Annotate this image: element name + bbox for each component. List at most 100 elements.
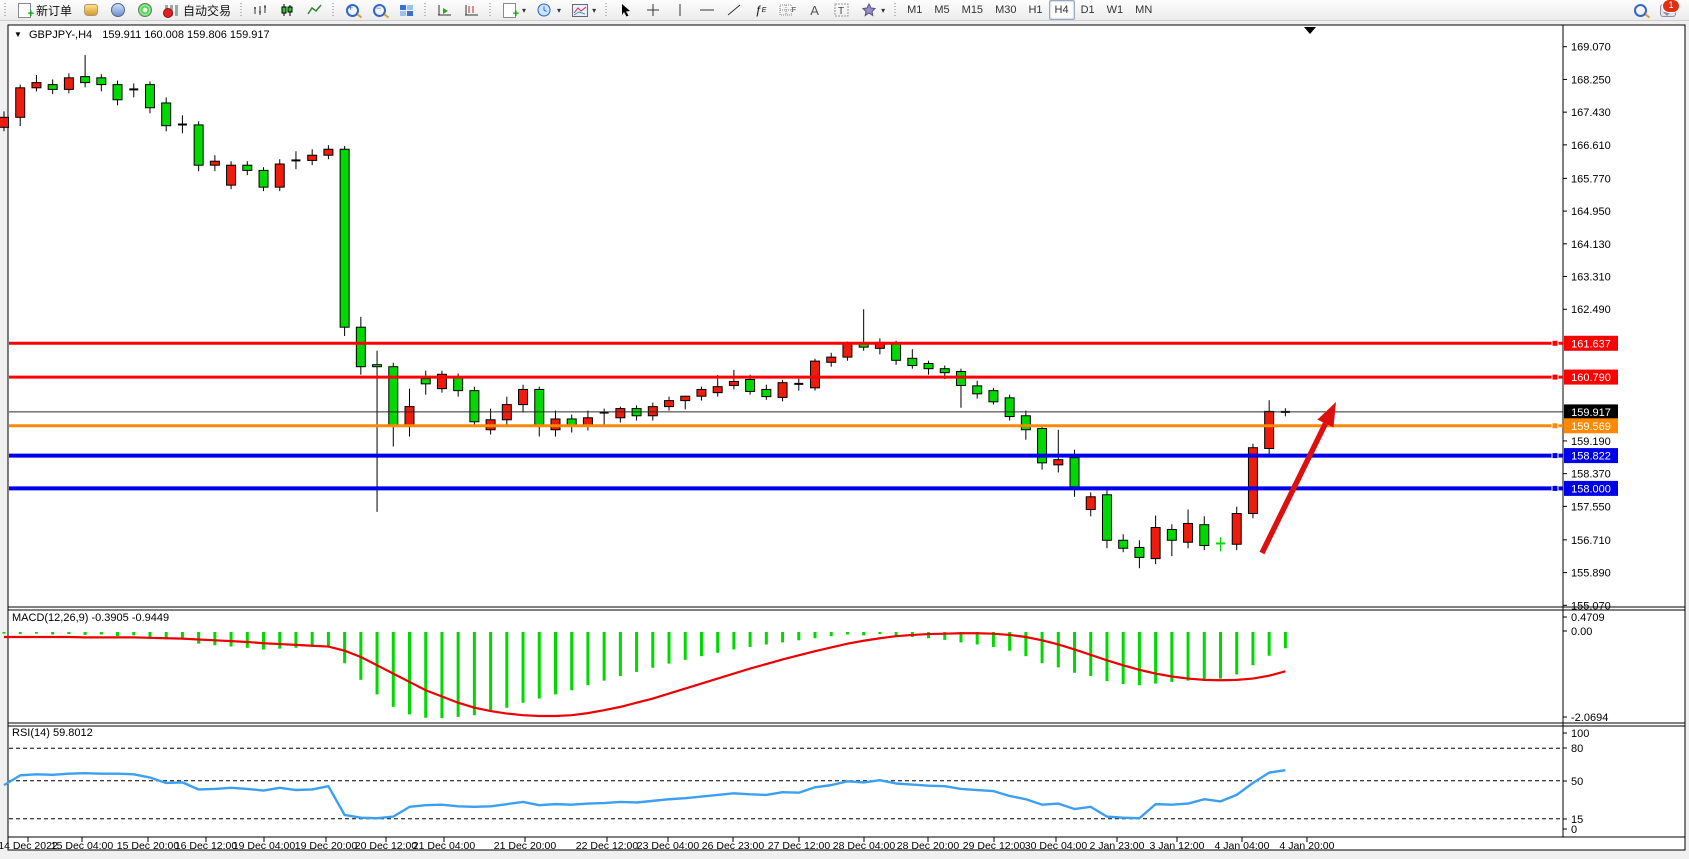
candle-body bbox=[1118, 539, 1129, 549]
resistance-line-1[interactable]: 161.637 bbox=[9, 335, 1618, 351]
candle-body bbox=[31, 82, 42, 89]
trend-arrow-annotation[interactable] bbox=[1259, 402, 1336, 555]
signals-button[interactable] bbox=[131, 0, 158, 20]
candle-body bbox=[696, 388, 707, 397]
candle-body bbox=[566, 418, 577, 426]
rsi-indicator-label: RSI(14) 59.8012 bbox=[12, 727, 93, 739]
candle-body bbox=[1183, 523, 1194, 543]
periods-icon bbox=[536, 3, 553, 18]
bid-price-line[interactable]: 159.917 bbox=[9, 404, 1618, 420]
auto-scroll-button[interactable] bbox=[431, 0, 458, 20]
bar-chart-button[interactable] bbox=[247, 0, 274, 20]
candle-body bbox=[1037, 428, 1048, 464]
text-label-icon: T bbox=[833, 3, 850, 18]
zoom-out-button[interactable]: − bbox=[366, 0, 393, 20]
timeframe-button-m15[interactable]: M15 bbox=[961, 4, 984, 16]
timeframe-button-mn[interactable]: MN bbox=[1135, 4, 1153, 16]
new-order-icon: + bbox=[16, 2, 34, 19]
metaeditor-button[interactable] bbox=[77, 0, 104, 20]
candlestick-chart-button[interactable] bbox=[274, 0, 301, 20]
candle-body bbox=[988, 390, 999, 403]
time-axis-label: 27 Dec 12:00 bbox=[768, 840, 831, 852]
time-axis-label: 28 Dec 20:00 bbox=[897, 840, 960, 852]
bar-chart-icon bbox=[252, 3, 269, 18]
timeframe-button-m30[interactable]: M30 bbox=[995, 4, 1017, 16]
collapse-arrow-icon[interactable]: ▼ bbox=[14, 30, 22, 39]
support-line-blue-1[interactable]: 158.822 bbox=[9, 448, 1618, 464]
vertical-line-tool-button[interactable] bbox=[666, 0, 693, 20]
timeframe-button-h4[interactable]: H4 bbox=[1048, 0, 1075, 20]
rsi-levels: 100 80 50 150 bbox=[9, 728, 1589, 836]
price-axis-label: 165.770 bbox=[1571, 173, 1611, 185]
new-chart-button[interactable]: + ▾ bbox=[496, 0, 531, 20]
timeframe-button-d1[interactable]: D1 bbox=[1080, 4, 1095, 16]
search-button[interactable] bbox=[1627, 0, 1654, 20]
candle-body bbox=[1069, 457, 1080, 488]
candle-body bbox=[355, 326, 366, 368]
candle-body bbox=[307, 154, 318, 161]
autotrading-button[interactable]: 自动交易 bbox=[158, 0, 236, 20]
time-axis-label: 26 Dec 23:00 bbox=[702, 840, 765, 852]
candle-body bbox=[923, 363, 934, 370]
line-handle bbox=[1551, 422, 1559, 430]
candle-body bbox=[193, 124, 204, 166]
macd-indicator-label: MACD(12,26,9) -0.3905 -0.9449 bbox=[12, 612, 170, 624]
resistance-line-2[interactable]: 160.790 bbox=[9, 369, 1618, 385]
candle-body bbox=[534, 388, 545, 428]
timeframe-button-m1[interactable]: M1 bbox=[907, 4, 923, 16]
trendline-tool-button[interactable] bbox=[720, 0, 747, 20]
chart-shift-marker-icon[interactable] bbox=[1304, 27, 1316, 34]
text-label-tool-button[interactable]: T bbox=[828, 0, 855, 20]
shapes-tool-button[interactable]: ▾ bbox=[855, 0, 890, 20]
time-axis-label: 2 Jan 23:00 bbox=[1090, 840, 1145, 852]
chart-title-bar[interactable]: ▼ GBPJPY-,H4 159.911 160.008 159.806 159… bbox=[14, 29, 270, 41]
horizontal-line-tool-button[interactable] bbox=[693, 0, 720, 20]
price-axis-label: 168.250 bbox=[1571, 74, 1611, 86]
candle-body bbox=[680, 395, 691, 402]
timeframe-button-h1[interactable]: H1 bbox=[1028, 4, 1043, 16]
candle-body bbox=[226, 164, 237, 186]
notifications-button[interactable]: 1 bbox=[1654, 0, 1681, 20]
rsi-axis-label: 50 bbox=[1571, 776, 1583, 788]
support-line-orange[interactable]: 159.569 bbox=[9, 418, 1618, 434]
candle-body bbox=[274, 163, 285, 188]
chart-shift-button[interactable] bbox=[458, 0, 485, 20]
periods-button[interactable]: ▾ bbox=[531, 0, 566, 20]
toolbar-grip bbox=[331, 3, 337, 17]
candle-body bbox=[842, 342, 853, 358]
candle-body bbox=[404, 406, 415, 428]
time-axis-label: 16 Dec 12:00 bbox=[175, 840, 238, 852]
toolbar-grip bbox=[239, 3, 245, 17]
time-axis-label: 23 Dec 04:00 bbox=[637, 840, 700, 852]
price-axis[interactable]: 169.070 168.250 167.430 166.610 165.770 164.9… bbox=[1563, 42, 1611, 613]
cursor-tool-button[interactable] bbox=[612, 0, 639, 20]
grid-tool-button[interactable]: F bbox=[774, 0, 801, 20]
candle-body bbox=[810, 360, 820, 389]
terminal-button[interactable] bbox=[104, 0, 131, 20]
templates-button[interactable]: ▾ bbox=[566, 0, 601, 20]
line-chart-button[interactable] bbox=[301, 0, 328, 20]
timeframe-button-m5[interactable]: M5 bbox=[934, 4, 950, 16]
price-tag bbox=[1564, 418, 1618, 434]
time-axis-label: 21 Dec 04:00 bbox=[413, 840, 476, 852]
text-tool-button[interactable]: A bbox=[801, 0, 828, 20]
price-tag-label: 159.569 bbox=[1571, 421, 1611, 433]
zoom-out-icon: − bbox=[371, 3, 388, 18]
time-axis-label: 19 Dec 04:00 bbox=[233, 840, 296, 852]
crosshair-icon bbox=[644, 3, 661, 18]
crosshair-tool-button[interactable] bbox=[639, 0, 666, 20]
support-line-blue-2[interactable]: 158.000 bbox=[9, 480, 1618, 496]
candle-body bbox=[144, 84, 155, 109]
time-axis-label: 15 Dec 20:00 bbox=[117, 840, 180, 852]
new-order-button[interactable]: + 新订单 bbox=[11, 0, 77, 20]
zoom-in-button[interactable]: + bbox=[339, 0, 366, 20]
candle-body bbox=[96, 77, 107, 86]
tile-windows-button[interactable] bbox=[393, 0, 420, 20]
new-order-label: 新订单 bbox=[36, 3, 73, 18]
zoom-in-icon: + bbox=[344, 3, 361, 18]
timeframe-button-w1[interactable]: W1 bbox=[1106, 4, 1124, 16]
